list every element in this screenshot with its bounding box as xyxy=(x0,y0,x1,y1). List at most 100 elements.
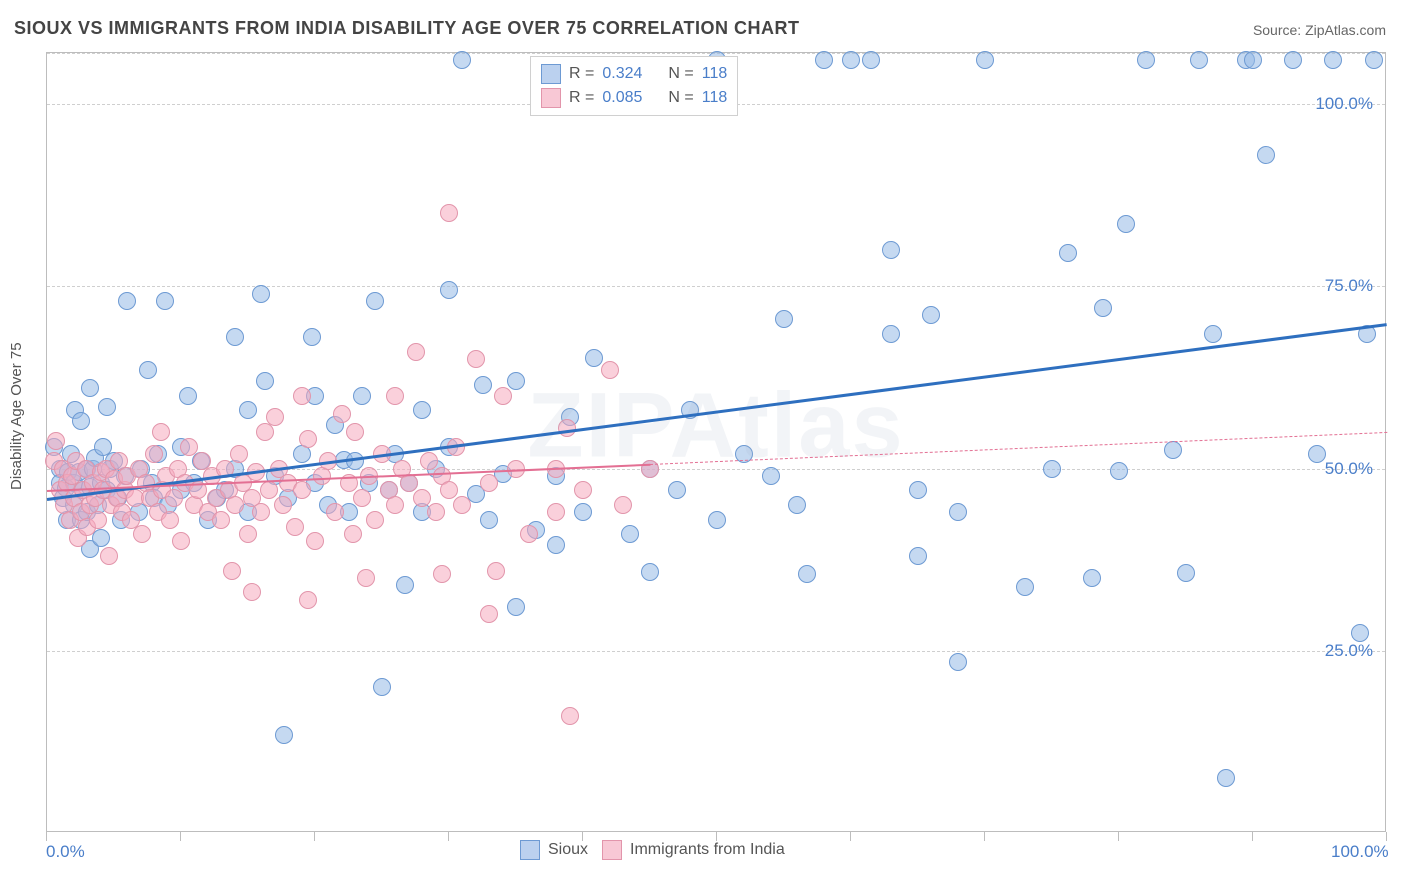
scatter-point-sioux xyxy=(453,51,471,69)
scatter-point-india xyxy=(366,511,384,529)
gridline xyxy=(47,286,1385,287)
y-tick-label: 100.0% xyxy=(1315,94,1373,114)
series-legend: SiouxImmigrants from India xyxy=(520,840,785,860)
scatter-point-sioux xyxy=(1043,460,1061,478)
scatter-point-india xyxy=(180,438,198,456)
y-tick-label: 50.0% xyxy=(1325,459,1373,479)
scatter-point-sioux xyxy=(440,281,458,299)
scatter-point-sioux xyxy=(1094,299,1112,317)
scatter-point-india xyxy=(152,423,170,441)
scatter-point-sioux xyxy=(976,51,994,69)
scatter-point-india xyxy=(299,591,317,609)
x-tick-mark xyxy=(1252,832,1253,841)
scatter-point-india xyxy=(161,511,179,529)
n-label: N = xyxy=(668,89,693,107)
scatter-point-india xyxy=(145,445,163,463)
scatter-point-sioux xyxy=(1190,51,1208,69)
scatter-point-sioux xyxy=(1016,578,1034,596)
scatter-point-sioux xyxy=(862,51,880,69)
watermark-text: ZIPAtlas xyxy=(527,374,904,479)
scatter-point-india xyxy=(89,511,107,529)
scatter-point-india xyxy=(480,605,498,623)
scatter-point-india xyxy=(357,569,375,587)
scatter-point-sioux xyxy=(1110,462,1128,480)
chart-title: SIOUX VS IMMIGRANTS FROM INDIA DISABILIT… xyxy=(14,18,800,39)
scatter-point-sioux xyxy=(775,310,793,328)
scatter-point-sioux xyxy=(480,511,498,529)
scatter-point-india xyxy=(440,204,458,222)
scatter-point-sioux xyxy=(396,576,414,594)
scatter-point-india xyxy=(601,361,619,379)
scatter-point-india xyxy=(480,474,498,492)
legend-label: Immigrants from India xyxy=(630,841,785,859)
legend-swatch xyxy=(520,840,540,860)
scatter-point-india xyxy=(344,525,362,543)
scatter-point-sioux xyxy=(226,328,244,346)
x-tick-mark xyxy=(180,832,181,841)
scatter-point-india xyxy=(574,481,592,499)
scatter-point-india xyxy=(487,562,505,580)
scatter-point-sioux xyxy=(366,292,384,310)
scatter-point-sioux xyxy=(842,51,860,69)
scatter-point-india xyxy=(641,460,659,478)
scatter-point-india xyxy=(165,489,183,507)
scatter-point-sioux xyxy=(1308,445,1326,463)
scatter-point-sioux xyxy=(139,361,157,379)
scatter-point-india xyxy=(547,503,565,521)
scatter-point-india xyxy=(226,496,244,514)
scatter-point-sioux xyxy=(1137,51,1155,69)
legend-swatch xyxy=(541,64,561,84)
scatter-point-sioux xyxy=(1351,624,1369,642)
scatter-point-india xyxy=(346,423,364,441)
scatter-point-india xyxy=(614,496,632,514)
legend-swatch xyxy=(541,88,561,108)
scatter-point-india xyxy=(293,481,311,499)
scatter-point-sioux xyxy=(949,653,967,671)
scatter-point-sioux xyxy=(708,511,726,529)
scatter-point-india xyxy=(413,489,431,507)
scatter-point-sioux xyxy=(353,387,371,405)
scatter-point-india xyxy=(440,481,458,499)
scatter-point-india xyxy=(243,583,261,601)
scatter-point-sioux xyxy=(256,372,274,390)
scatter-point-sioux xyxy=(1217,769,1235,787)
scatter-point-sioux xyxy=(641,563,659,581)
r-label: R = xyxy=(569,89,594,107)
scatter-point-india xyxy=(100,547,118,565)
scatter-point-india xyxy=(230,445,248,463)
scatter-point-sioux xyxy=(118,292,136,310)
scatter-point-sioux xyxy=(1244,51,1262,69)
scatter-point-sioux xyxy=(668,481,686,499)
scatter-point-sioux xyxy=(1324,51,1342,69)
scatter-point-sioux xyxy=(81,379,99,397)
scatter-point-sioux xyxy=(1117,215,1135,233)
x-tick-mark xyxy=(314,832,315,841)
source-label: Source: ZipAtlas.com xyxy=(1253,22,1386,38)
scatter-point-sioux xyxy=(815,51,833,69)
scatter-point-sioux xyxy=(585,349,603,367)
x-tick-mark xyxy=(448,832,449,841)
scatter-point-sioux xyxy=(1059,244,1077,262)
scatter-point-india xyxy=(400,474,418,492)
scatter-point-sioux xyxy=(252,285,270,303)
scatter-point-india xyxy=(256,423,274,441)
scatter-point-sioux xyxy=(762,467,780,485)
scatter-point-sioux xyxy=(547,536,565,554)
x-tick-mark xyxy=(46,832,47,841)
scatter-point-india xyxy=(293,387,311,405)
x-tick-mark xyxy=(850,832,851,841)
scatter-point-sioux xyxy=(798,565,816,583)
scatter-point-sioux xyxy=(922,306,940,324)
scatter-point-sioux xyxy=(507,598,525,616)
n-value: 118 xyxy=(702,65,728,83)
x-tick-label: 100.0% xyxy=(1331,842,1389,862)
y-tick-label: 75.0% xyxy=(1325,276,1373,296)
scatter-point-sioux xyxy=(1164,441,1182,459)
scatter-point-sioux xyxy=(72,412,90,430)
scatter-point-sioux xyxy=(1257,146,1275,164)
scatter-point-india xyxy=(467,350,485,368)
x-tick-mark xyxy=(1386,832,1387,841)
scatter-point-india xyxy=(286,518,304,536)
scatter-point-sioux xyxy=(1083,569,1101,587)
scatter-point-india xyxy=(212,511,230,529)
